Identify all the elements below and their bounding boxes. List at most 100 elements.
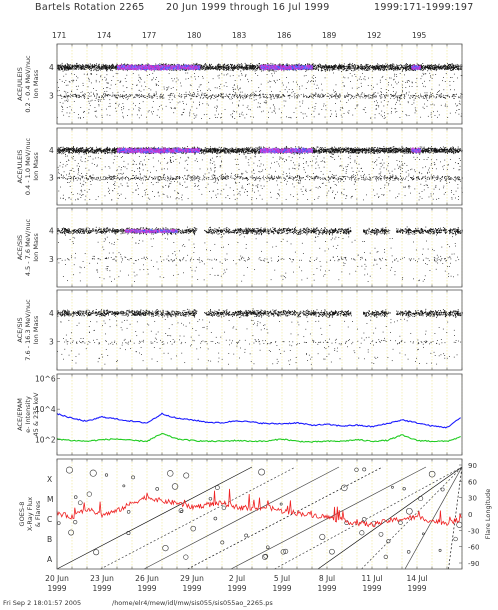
data-point xyxy=(332,95,334,97)
data-point xyxy=(259,103,261,104)
data-point xyxy=(76,95,78,97)
data-point xyxy=(105,65,107,67)
data-point xyxy=(397,100,399,101)
data-point xyxy=(241,64,243,66)
data-point xyxy=(449,81,451,82)
data-point xyxy=(247,81,249,83)
data-point xyxy=(98,66,100,68)
data-point xyxy=(132,73,134,74)
data-point xyxy=(72,66,74,67)
data-point xyxy=(451,66,453,67)
data-point xyxy=(189,115,191,117)
data-point xyxy=(107,65,109,67)
data-point xyxy=(368,94,370,96)
data-point xyxy=(198,86,200,88)
data-point xyxy=(351,75,353,77)
data-point xyxy=(123,95,125,96)
data-point xyxy=(430,75,431,77)
data-point xyxy=(235,94,237,96)
data-point xyxy=(159,63,161,65)
data-point xyxy=(437,66,439,67)
data-point xyxy=(348,110,350,112)
data-point xyxy=(415,97,416,99)
data-point xyxy=(187,78,189,80)
data-point xyxy=(347,92,348,94)
data-point xyxy=(426,94,428,96)
data-point xyxy=(320,97,322,98)
data-point xyxy=(458,65,460,67)
data-point xyxy=(224,64,225,66)
data-point xyxy=(260,95,261,97)
data-point xyxy=(392,87,394,88)
data-point xyxy=(333,91,335,93)
data-point xyxy=(249,95,251,97)
data-point xyxy=(109,88,111,90)
data-point xyxy=(250,109,251,111)
data-point xyxy=(250,63,252,65)
data-point xyxy=(185,70,187,71)
data-point xyxy=(245,66,247,68)
data-point xyxy=(386,66,388,68)
data-point xyxy=(63,69,65,71)
data-point xyxy=(216,99,218,101)
data-point xyxy=(340,65,342,66)
data-point xyxy=(340,67,342,69)
data-point xyxy=(383,118,385,119)
data-point xyxy=(122,115,124,117)
data-point xyxy=(135,105,136,107)
data-point xyxy=(377,64,379,66)
data-point xyxy=(392,67,394,69)
data-point xyxy=(211,66,213,68)
data-point xyxy=(302,102,304,104)
data-point xyxy=(327,65,329,67)
data-point xyxy=(382,65,384,67)
data-point xyxy=(351,65,353,67)
data-point xyxy=(94,96,96,98)
data-point xyxy=(374,69,376,71)
data-point xyxy=(120,64,122,66)
data-point xyxy=(445,64,447,66)
data-point xyxy=(260,96,262,98)
data-point xyxy=(156,98,158,99)
data-point xyxy=(321,93,323,95)
data-point xyxy=(360,69,362,70)
data-point xyxy=(122,103,124,105)
data-point xyxy=(202,76,203,77)
data-point xyxy=(252,93,254,95)
data-point xyxy=(448,66,450,68)
data-point xyxy=(269,80,270,82)
data-point xyxy=(87,63,89,65)
data-point xyxy=(306,82,308,84)
data-point xyxy=(140,78,142,80)
data-point xyxy=(450,65,452,67)
data-point xyxy=(105,108,107,110)
data-point xyxy=(222,64,224,66)
data-point xyxy=(204,67,206,69)
data-point xyxy=(271,65,273,66)
data-point xyxy=(67,68,69,70)
data-point xyxy=(160,93,162,95)
data-point xyxy=(114,95,115,97)
data-point xyxy=(404,74,405,76)
data-point xyxy=(208,88,210,90)
data-point xyxy=(445,98,446,99)
data-point xyxy=(180,97,182,99)
data-point xyxy=(193,113,195,115)
data-point xyxy=(243,69,245,71)
data-point xyxy=(360,66,362,68)
data-point xyxy=(306,96,307,97)
data-point xyxy=(218,77,220,79)
data-point xyxy=(190,84,192,86)
data-point xyxy=(244,68,246,70)
data-point xyxy=(373,66,375,67)
data-point xyxy=(399,103,401,105)
data-point xyxy=(108,82,109,84)
data-point xyxy=(450,89,452,91)
data-point xyxy=(391,64,393,66)
data-point xyxy=(186,94,187,96)
data-point xyxy=(239,115,241,117)
data-point xyxy=(263,64,265,66)
data-point xyxy=(418,97,420,98)
data-point xyxy=(332,69,334,71)
data-point xyxy=(207,67,209,69)
